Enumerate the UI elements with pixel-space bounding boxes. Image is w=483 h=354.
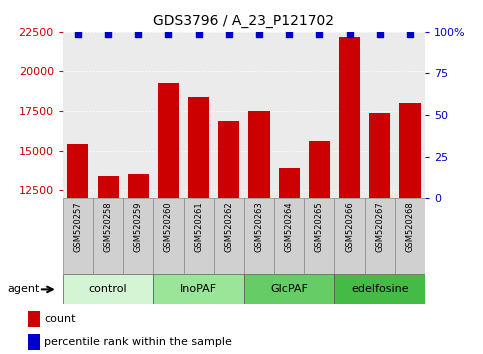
Bar — [395, 198, 425, 274]
Bar — [213, 198, 244, 274]
Text: GSM520268: GSM520268 — [405, 201, 414, 252]
Bar — [28, 311, 40, 327]
Bar — [279, 168, 300, 354]
Bar — [334, 198, 365, 274]
Title: GDS3796 / A_23_P121702: GDS3796 / A_23_P121702 — [154, 14, 334, 28]
Point — [104, 31, 112, 36]
Point — [74, 31, 82, 36]
Text: control: control — [89, 284, 128, 295]
Text: count: count — [44, 314, 76, 324]
Text: GSM520266: GSM520266 — [345, 201, 354, 252]
Point — [376, 31, 384, 36]
Bar — [123, 198, 154, 274]
Text: GSM520261: GSM520261 — [194, 201, 203, 252]
Bar — [28, 334, 40, 350]
Text: GSM520264: GSM520264 — [284, 201, 294, 252]
Bar — [334, 274, 425, 304]
Bar — [184, 198, 213, 274]
Point — [315, 31, 323, 36]
Point — [285, 31, 293, 36]
Text: GSM520257: GSM520257 — [73, 201, 83, 252]
Bar — [304, 198, 334, 274]
Bar — [93, 198, 123, 274]
Text: GSM520263: GSM520263 — [255, 201, 264, 252]
Point — [195, 31, 202, 36]
Bar — [365, 198, 395, 274]
Bar — [63, 198, 93, 274]
Text: edelfosine: edelfosine — [351, 284, 409, 295]
Point — [346, 31, 354, 36]
Text: InoPAF: InoPAF — [180, 284, 217, 295]
Text: GSM520265: GSM520265 — [315, 201, 324, 252]
Point — [225, 31, 233, 36]
Bar — [218, 121, 240, 354]
Text: GSM520267: GSM520267 — [375, 201, 384, 252]
Bar — [67, 144, 88, 354]
Bar — [248, 111, 270, 354]
Bar — [154, 198, 184, 274]
Text: percentile rank within the sample: percentile rank within the sample — [44, 337, 232, 347]
Text: GSM520258: GSM520258 — [103, 201, 113, 252]
Bar — [244, 274, 334, 304]
Bar — [399, 103, 421, 354]
Point — [165, 31, 172, 36]
Bar — [188, 97, 209, 354]
Bar — [128, 175, 149, 354]
Bar — [274, 198, 304, 274]
Point — [406, 31, 414, 36]
Bar — [339, 36, 360, 354]
Text: GSM520262: GSM520262 — [224, 201, 233, 252]
Text: agent: agent — [8, 284, 40, 294]
Bar — [98, 176, 119, 354]
Bar — [154, 274, 244, 304]
Bar — [63, 274, 154, 304]
Text: GSM520259: GSM520259 — [134, 201, 143, 252]
Text: GSM520260: GSM520260 — [164, 201, 173, 252]
Bar — [158, 82, 179, 354]
Bar — [244, 198, 274, 274]
Text: GlcPAF: GlcPAF — [270, 284, 308, 295]
Bar — [309, 141, 330, 354]
Point — [134, 31, 142, 36]
Point — [255, 31, 263, 36]
Bar — [369, 113, 390, 354]
